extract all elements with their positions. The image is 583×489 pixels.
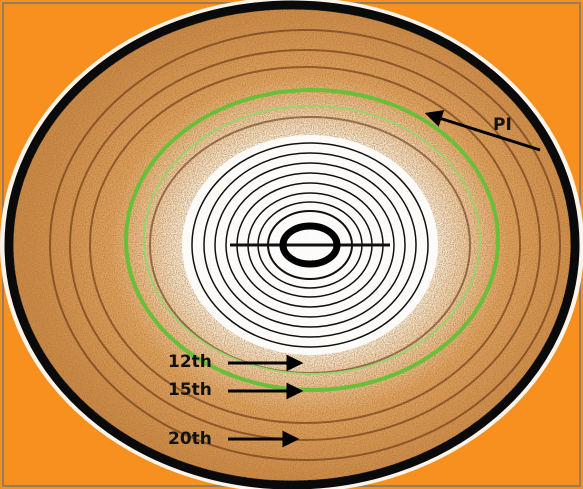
label-20th: 20th <box>168 429 212 449</box>
label-15th: 15th <box>168 380 212 400</box>
label-12th: 12th <box>168 352 212 372</box>
label-pi: PI <box>493 115 512 135</box>
page: PI 12th 15th 20th (() => { const data = … <box>0 0 583 489</box>
diffraction-image: PI 12th 15th 20th <box>0 0 583 489</box>
